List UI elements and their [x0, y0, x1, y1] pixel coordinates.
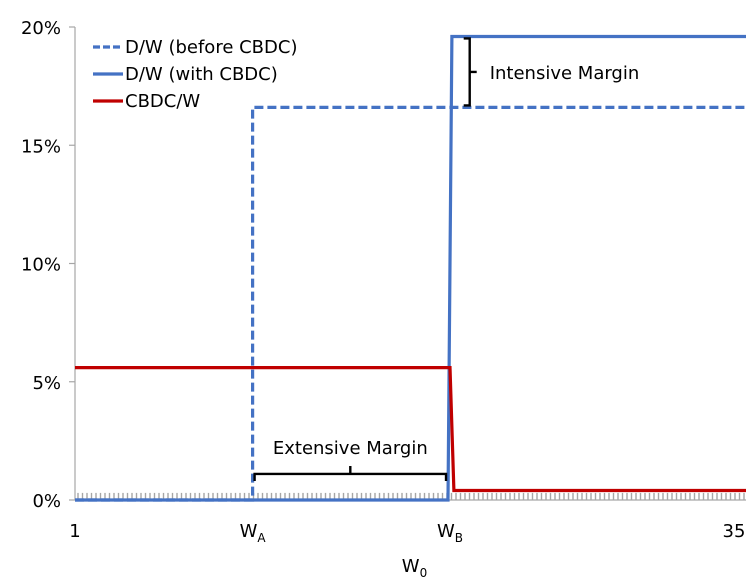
annotations: Intensive Margin Extensive Margin: [253, 37, 640, 481]
series-line-1: [75, 34, 746, 502]
intensive-margin-label: Intensive Margin: [490, 63, 640, 84]
intensive-margin-brace: [463, 37, 477, 107]
legend-label-2: CBDC/W: [125, 91, 200, 112]
y-tick-labels: 0% 5% 10% 15% 20%: [21, 18, 61, 512]
x-axis-title: W0: [402, 556, 427, 577]
extensive-margin-label: Extensive Margin: [273, 438, 428, 459]
y-tick-label-2: 10%: [21, 255, 61, 276]
legend-label-0: D/W (before CBDC): [125, 37, 298, 58]
x-tick-label-2: WB: [437, 521, 463, 545]
x-tick-labels: 1 WA WB 35: [69, 521, 745, 545]
series-lines: [75, 34, 746, 502]
y-tick-label-3: 15%: [21, 136, 61, 157]
x-tick-label-1: WA: [240, 521, 267, 545]
x-tick-label-0: 1: [69, 521, 80, 542]
y-tick-label-1: 5%: [32, 373, 61, 394]
extensive-margin-brace: [253, 465, 448, 481]
legend-label-1: D/W (with CBDC): [125, 64, 278, 85]
y-tick-label-0: 0%: [32, 491, 61, 512]
series-line-2: [75, 366, 746, 493]
y-tick-label-4: 20%: [21, 18, 61, 39]
x-tick-label-3: 35: [723, 521, 746, 542]
legend: D/W (before CBDC) D/W (with CBDC) CBDC/W: [93, 37, 298, 112]
